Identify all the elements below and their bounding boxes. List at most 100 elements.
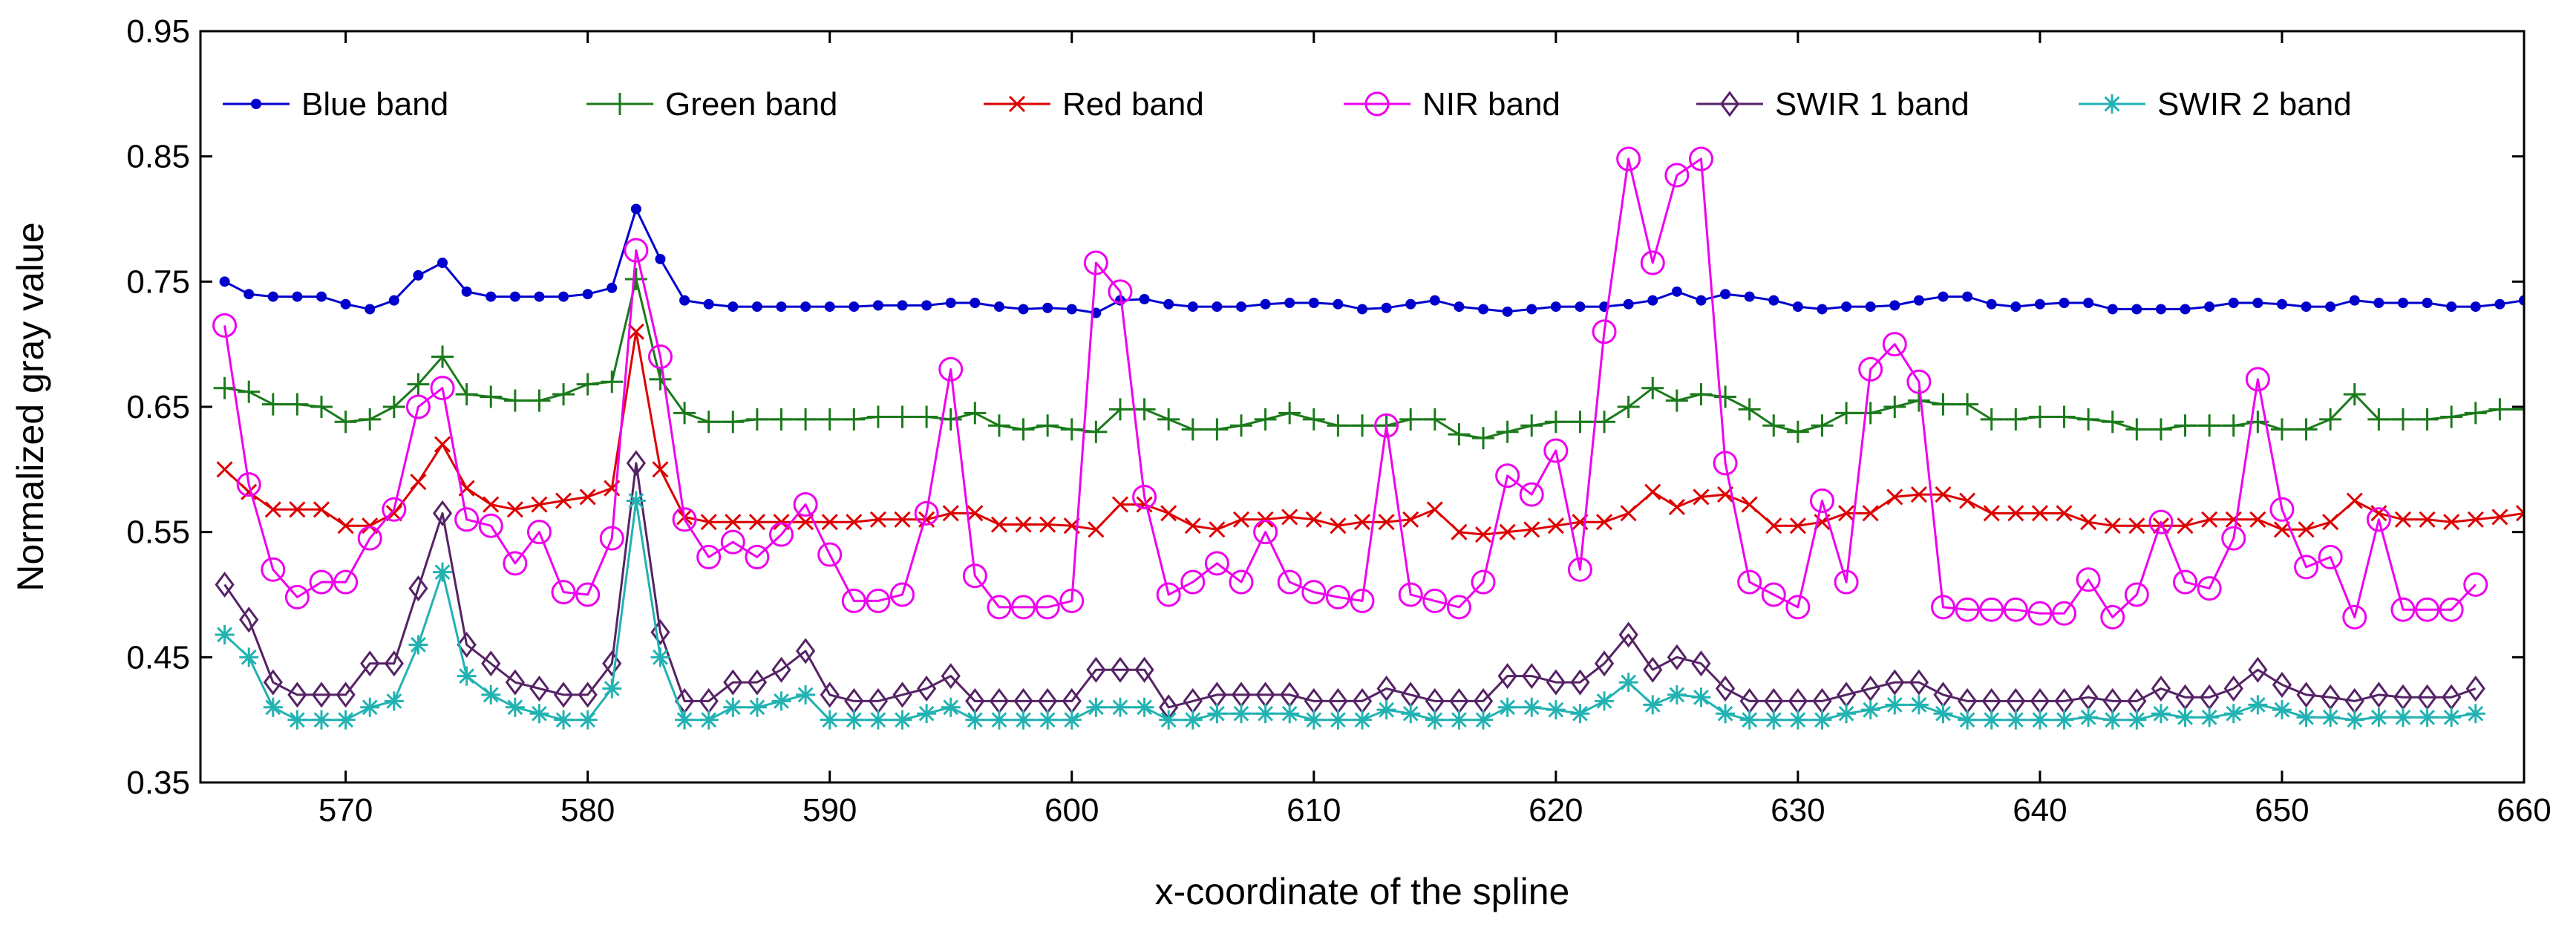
data-point-swir-2-band xyxy=(941,697,961,717)
data-point-green-band xyxy=(1544,411,1567,434)
data-point-swir-2-band xyxy=(360,697,380,717)
data-point-red-band xyxy=(483,496,500,513)
data-point-swir-2-band xyxy=(481,684,501,705)
data-point-green-band xyxy=(2513,398,2524,421)
data-point-swir-2-band xyxy=(2030,710,2050,730)
data-point-red-band xyxy=(2104,517,2121,535)
data-point-green-band xyxy=(286,393,309,416)
data-point-red-band xyxy=(918,511,935,528)
data-point-red-band xyxy=(2515,505,2524,522)
data-point-blue-band xyxy=(1671,286,1682,297)
data-point-red-band xyxy=(2443,514,2460,531)
data-point-blue-band xyxy=(1817,304,1828,315)
data-point-swir-2-band xyxy=(675,710,695,730)
data-point-blue-band xyxy=(1623,298,1634,310)
data-point-green-band xyxy=(1060,418,1083,441)
data-point-blue-band xyxy=(2083,298,2094,309)
data-point-blue-band xyxy=(1454,301,1465,313)
legend-swatch-marker xyxy=(1008,95,1026,113)
data-point-green-band xyxy=(2222,414,2245,437)
data-point-green-band xyxy=(2343,383,2366,406)
data-point-nir-band xyxy=(357,526,382,551)
data-point-blue-band xyxy=(1357,304,1367,315)
data-point-swir-1-band xyxy=(1110,656,1131,683)
data-point-blue-band xyxy=(437,258,448,269)
data-point-blue-band xyxy=(1042,302,1053,313)
data-point-red-band xyxy=(1426,501,1443,518)
data-point-green-band xyxy=(213,376,236,399)
data-point-swir-1-band xyxy=(1376,676,1396,702)
data-point-green-band xyxy=(382,396,405,418)
data-point-swir-2-band xyxy=(287,710,307,730)
data-point-swir-2-band xyxy=(1570,704,1590,724)
legend-item-blue-band: Blue band xyxy=(223,86,448,122)
data-point-swir-2-band xyxy=(796,684,816,705)
data-point-green-band xyxy=(2270,418,2293,441)
data-point-swir-2-band xyxy=(868,710,888,730)
data-point-red-band xyxy=(2273,521,2291,538)
data-point-green-band xyxy=(2391,408,2414,431)
data-point-green-band xyxy=(1423,408,1446,431)
data-point-nir-band xyxy=(1737,569,1762,595)
data-point-nir-band xyxy=(2148,509,2174,535)
data-point-nir-band xyxy=(2221,526,2246,551)
data-point-green-band xyxy=(310,396,333,418)
data-point-green-band xyxy=(891,405,914,428)
data-point-green-band xyxy=(576,373,599,396)
data-point-blue-band xyxy=(534,291,545,302)
data-point-nir-band xyxy=(2390,597,2416,622)
data-point-red-band xyxy=(579,488,596,506)
data-point-swir-2-band xyxy=(433,562,453,582)
data-point-swir-2-band xyxy=(263,697,283,717)
y-tick-label: 0.75 xyxy=(126,264,190,300)
data-point-red-band xyxy=(1378,514,1395,531)
data-point-swir-2-band xyxy=(578,710,598,730)
data-point-nir-band xyxy=(1350,588,1375,613)
data-point-green-band xyxy=(1714,385,1737,408)
data-point-red-band xyxy=(1547,517,1564,535)
data-point-red-band xyxy=(1935,486,1952,503)
data-point-swir-2-band xyxy=(2079,707,2099,728)
data-point-red-band xyxy=(2370,505,2387,522)
data-point-green-band xyxy=(2367,408,2390,431)
data-point-nir-band xyxy=(1422,588,1448,613)
data-point-swir-2-band xyxy=(1885,695,1905,715)
data-point-swir-2-band xyxy=(1860,700,1880,720)
data-point-nir-band xyxy=(2052,601,2077,626)
data-point-red-band xyxy=(434,436,451,453)
data-point-nir-band xyxy=(1858,356,1883,382)
data-point-swir-2-band xyxy=(1013,710,1033,730)
data-point-swir-1-band xyxy=(747,669,768,696)
data-point-swir-1-band xyxy=(384,650,404,677)
data-point-swir-2-band xyxy=(1546,700,1566,720)
data-point-swir-1-band xyxy=(1715,676,1736,702)
data-point-swir-1-band xyxy=(529,676,549,702)
data-point-swir-2-band xyxy=(336,710,356,730)
data-point-swir-2-band xyxy=(1595,691,1615,711)
data-point-green-band xyxy=(866,405,889,428)
data-point-green-band xyxy=(1520,414,1543,437)
data-point-blue-band xyxy=(413,269,424,281)
data-point-blue-band xyxy=(1768,295,1779,306)
data-point-green-band xyxy=(1399,408,1422,431)
series-nir-band xyxy=(212,146,2488,630)
data-point-red-band xyxy=(1765,517,1782,535)
data-point-nir-band xyxy=(1471,569,1496,595)
data-point-green-band xyxy=(1085,420,1108,443)
data-point-green-band xyxy=(1302,408,1325,431)
data-point-swir-1-band xyxy=(1546,669,1566,696)
legend-item-swir-1-band: SWIR 1 band xyxy=(1696,86,1969,122)
data-point-blue-band xyxy=(2107,304,2118,315)
data-point-green-band xyxy=(1206,418,1229,441)
data-point-green-band xyxy=(1472,427,1495,450)
data-point-swir-2-band xyxy=(457,666,477,686)
data-point-red-band xyxy=(531,496,548,513)
data-point-nir-band xyxy=(938,356,964,382)
data-point-swir-1-band xyxy=(408,575,428,602)
data-point-blue-band xyxy=(1066,304,1077,315)
data-point-swir-2-band xyxy=(2175,707,2195,728)
data-point-swir-1-band xyxy=(505,669,525,696)
data-point-blue-band xyxy=(1381,302,1392,313)
data-point-green-band xyxy=(770,408,793,431)
data-point-red-band xyxy=(1959,492,1976,509)
